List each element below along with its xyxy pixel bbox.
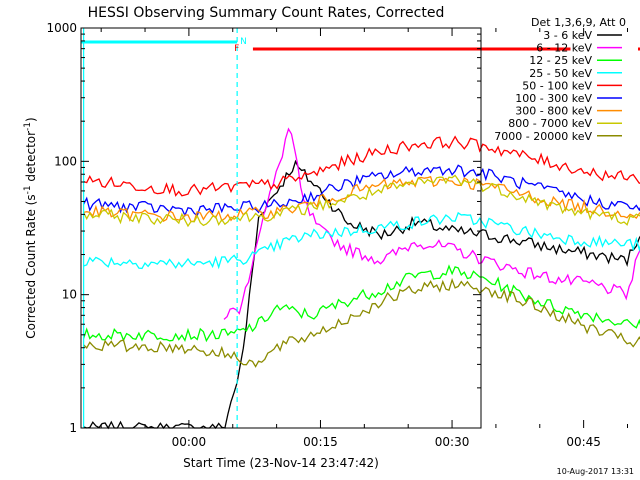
- y-tick-label: 1000: [46, 21, 77, 35]
- legend-label: 300 - 800 keV: [515, 105, 592, 118]
- legend-label: 12 - 25 keV: [529, 54, 592, 67]
- series-line-4: [83, 211, 640, 270]
- legend-label: 50 - 100 keV: [522, 79, 592, 92]
- series-line-3: [82, 264, 640, 343]
- y-tick-label: 100: [54, 154, 77, 168]
- flag-n-label: N: [240, 37, 247, 47]
- chart-title: HESSI Observing Summary Count Rates, Cor…: [88, 5, 445, 21]
- y-axis: 1 10 100 1000: [46, 21, 481, 435]
- flag-f-label: F: [234, 44, 239, 54]
- x-tick-label: 00:30: [435, 435, 470, 449]
- y-axis-label: Corrected Count Rate (s-1 detector-1): [23, 117, 38, 338]
- marker-layer: NF: [81, 28, 640, 428]
- y-axis-label-sup2: -1: [23, 122, 33, 131]
- y-tick-label: 10: [62, 288, 77, 302]
- legend-label: 800 - 7000 keV: [508, 117, 592, 130]
- plot-frame: [80, 27, 482, 429]
- footer-date: 10-Aug-2017 13:31: [557, 467, 634, 476]
- series-layer: [82, 127, 640, 430]
- y-axis-label-mid: detector: [24, 131, 38, 186]
- y-tick-label: 1: [69, 421, 77, 435]
- legend-label: 100 - 300 keV: [515, 92, 592, 105]
- x-tick-label: 00:15: [303, 435, 338, 449]
- series-line-6: [83, 164, 640, 218]
- series-line-7: [83, 175, 640, 223]
- legend-label: 25 - 50 keV: [529, 67, 592, 80]
- legend-label: 7000 - 20000 keV: [494, 130, 592, 143]
- legend-label: 6 - 12 keV: [536, 42, 592, 55]
- x-tick-label: 00:45: [566, 435, 601, 449]
- y-axis-label-main: Corrected Count Rate (s: [24, 194, 38, 338]
- y-axis-label-end: ): [24, 117, 38, 122]
- series-line-9: [83, 277, 640, 368]
- x-axis-label: Start Time (23-Nov-14 23:47:42): [183, 456, 379, 470]
- legend-header: Det 1,3,6,9, Att 0: [531, 16, 626, 29]
- series-line-8: [83, 174, 640, 228]
- series-line-5: [83, 135, 640, 197]
- x-tick-label: 00:00: [172, 435, 207, 449]
- y-axis-label-sup1: -1: [23, 185, 33, 194]
- series-line-2: [223, 127, 640, 320]
- legend-label: 3 - 6 keV: [543, 29, 592, 42]
